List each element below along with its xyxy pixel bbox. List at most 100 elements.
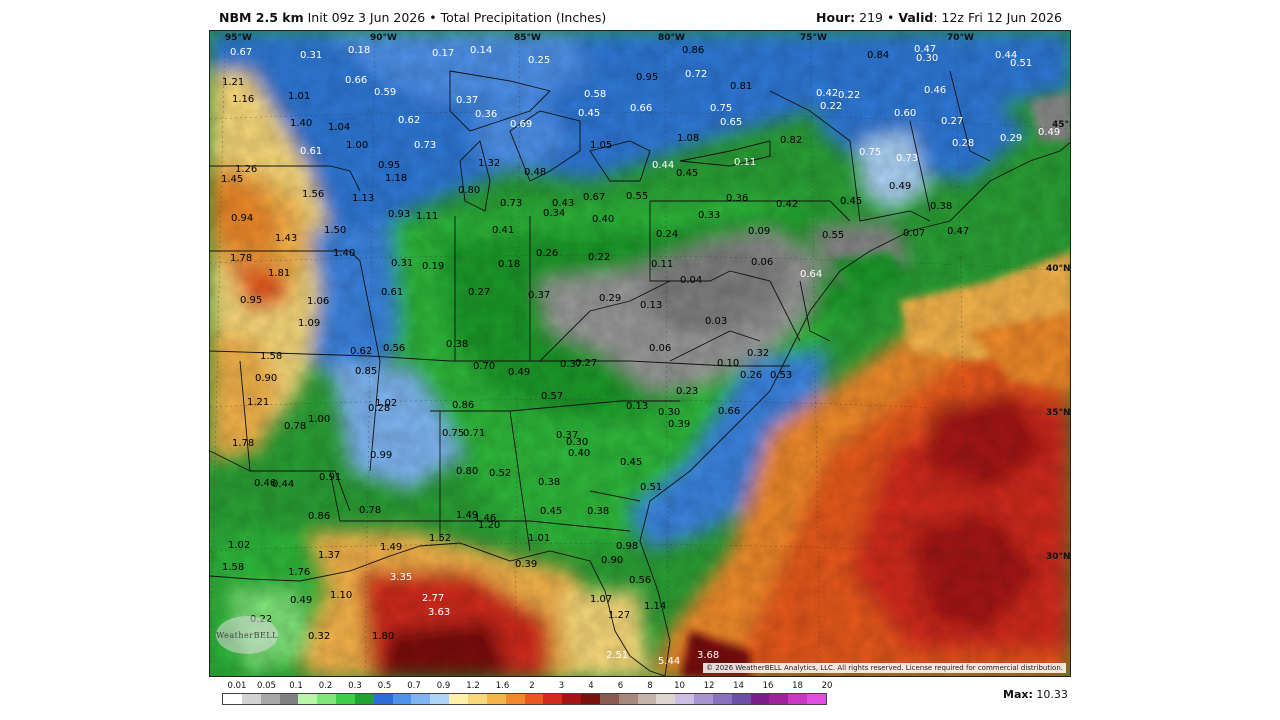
grid-label: 30°N — [1046, 552, 1071, 562]
precip-value-label: 0.39 — [668, 419, 690, 430]
precip-value-label: 0.38 — [538, 477, 560, 488]
precip-value-label: 0.49 — [889, 181, 911, 192]
precip-value-label: 1.21 — [222, 77, 244, 88]
precip-value-label: 0.95 — [636, 72, 658, 83]
precip-value-label: 0.67 — [583, 192, 605, 203]
precip-value-label: 0.40 — [568, 448, 590, 459]
hour-value: 219 — [859, 10, 884, 25]
precip-value-label: 0.45 — [540, 506, 562, 517]
legend-swatch — [731, 694, 751, 704]
precip-value-label: 0.37 — [456, 95, 478, 106]
model-name: NBM 2.5 km — [219, 10, 304, 25]
precip-value-label: 0.82 — [780, 135, 802, 146]
precip-value-label: 0.66 — [718, 406, 740, 417]
legend-swatch — [788, 694, 808, 704]
precip-value-label: 0.38 — [587, 506, 609, 517]
grid-label: 80°W — [658, 33, 685, 43]
precip-value-label: 0.25 — [528, 55, 550, 66]
precip-value-label: 0.59 — [374, 87, 396, 98]
precip-value-label: 3.63 — [428, 607, 450, 618]
precip-value-label: 0.37 — [560, 359, 582, 370]
precip-value-label: 1.00 — [308, 414, 330, 425]
precip-value-label: 0.67 — [230, 47, 252, 58]
legend-swatch — [750, 694, 770, 704]
precip-value-label: 0.90 — [255, 373, 277, 384]
precip-value-label: 0.64 — [800, 269, 822, 280]
legend-tick: 0.7 — [407, 681, 421, 691]
precip-value-label: 1.43 — [275, 233, 297, 244]
precip-value-label: 0.53 — [770, 370, 792, 381]
precip-value-label: 1.78 — [232, 438, 254, 449]
precip-value-label: 2.77 — [422, 593, 444, 604]
hour-label: Hour: — [816, 10, 856, 25]
precip-value-label: 0.03 — [705, 316, 727, 327]
legend-tick: 0.01 — [227, 681, 247, 691]
precip-value-label: 1.49 — [456, 510, 478, 521]
precip-value-label: 0.66 — [630, 103, 652, 114]
legend-tick: 6 — [617, 681, 624, 691]
precip-value-label: 0.55 — [822, 230, 844, 241]
legend-swatch — [505, 694, 525, 704]
precip-value-label: 0.42 — [816, 88, 838, 99]
legend-tick: 16 — [762, 681, 774, 691]
legend-swatch — [675, 694, 695, 704]
legend-swatch — [449, 694, 468, 704]
legend-swatch — [260, 694, 280, 704]
precip-value-label: 0.30 — [658, 407, 680, 418]
precip-value-label: 0.32 — [747, 348, 769, 359]
precip-value-label: 1.27 — [608, 610, 630, 621]
precip-value-label: 0.19 — [422, 261, 444, 272]
precip-value-label: 0.27 — [941, 116, 963, 127]
legend-tick: 12 — [703, 681, 715, 691]
precip-value-label: 0.86 — [452, 400, 474, 411]
precip-value-label: 1.11 — [416, 211, 438, 222]
legend-swatch — [807, 694, 826, 704]
precip-value-label: 0.41 — [492, 225, 514, 236]
legend-tick: 0.05 — [257, 681, 276, 691]
precip-value-label: 0.78 — [359, 505, 381, 516]
precip-value-label: 5.44 — [658, 656, 680, 667]
precip-value-label: 0.07 — [903, 228, 925, 239]
legend-color-bar — [222, 693, 827, 705]
precip-value-label: 1.07 — [590, 594, 612, 605]
precip-value-label: 0.93 — [388, 209, 410, 220]
precip-value-label: 0.80 — [456, 466, 478, 477]
precip-value-label: 0.22 — [820, 101, 842, 112]
precip-value-label: 0.18 — [498, 259, 520, 270]
legend-swatch — [241, 694, 261, 704]
precip-value-label: 1.04 — [328, 122, 350, 133]
precip-value-label: 0.81 — [730, 81, 752, 92]
valid-time-header: Hour: 219 • Valid: 12z Fri 12 Jun 2026 — [816, 10, 1062, 25]
legend-swatch — [543, 694, 563, 704]
precipitation-map[interactable]: 95°W 90°W 85°W 80°W 75°W 70°W 45°N 40°N 35°N 30°N… — [209, 30, 1071, 677]
precip-value-label: 1.06 — [307, 296, 329, 307]
max-value: Max: 10.33 — [1003, 688, 1068, 701]
title-bullet: • — [429, 10, 437, 25]
legend-tick: 10 — [674, 681, 685, 691]
precip-value-label: 0.73 — [414, 140, 436, 151]
precip-value-label: 0.45 — [620, 457, 642, 468]
precip-value-label: 0.44 — [272, 479, 294, 490]
precip-value-label: 0.37 — [528, 290, 550, 301]
precip-value-label: 0.65 — [720, 117, 742, 128]
precip-value-label: 0.75 — [710, 103, 732, 114]
precip-value-label: 1.16 — [232, 94, 254, 105]
precip-value-label: 0.28 — [368, 403, 390, 414]
state-boundaries — [210, 70, 1070, 676]
precip-value-label: 0.29 — [1000, 133, 1022, 144]
product-name: Total Precipitation (Inches) — [440, 10, 607, 25]
precip-value-labels: 0.67 0.31 0.18 0.17 0.140.250.86 0.840.470.30… — [221, 44, 1060, 667]
precip-value-label: 1.26 — [235, 164, 257, 175]
precip-value-label: 1.02 — [228, 540, 250, 551]
precip-value-label: 0.73 — [500, 198, 522, 209]
precip-value-label: 1.76 — [288, 567, 310, 578]
legend-swatch — [712, 694, 732, 704]
copyright-notice: © 2026 WeatherBELL Analytics, LLC. All r… — [703, 663, 1066, 673]
precip-value-label: 1.05 — [590, 140, 612, 151]
precip-value-label: 1.20 — [478, 520, 500, 531]
precip-value-label: 0.14 — [470, 45, 492, 56]
precip-value-label: 1.40 — [290, 118, 312, 129]
precip-value-label: 0.62 — [350, 346, 372, 357]
grid-label: 45°N — [1052, 120, 1071, 130]
legend-swatch — [317, 694, 337, 704]
